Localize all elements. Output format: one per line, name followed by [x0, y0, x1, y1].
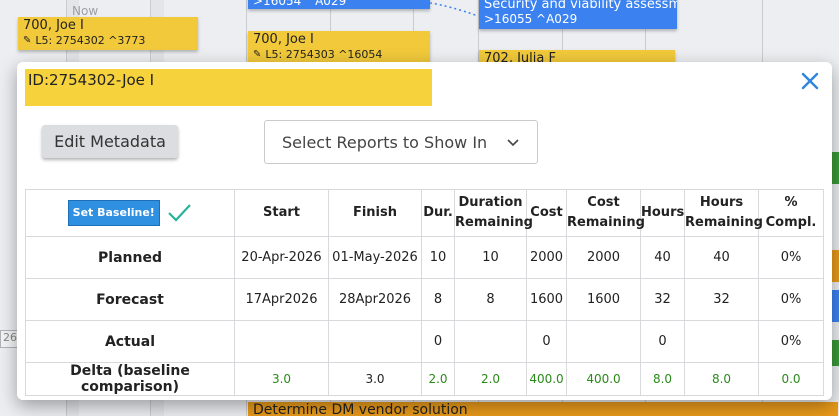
- edit-metadata-button[interactable]: Edit Metadata: [42, 125, 178, 158]
- table-cell: [684, 320, 759, 363]
- select-reports-placeholder: Select Reports to Show In: [282, 132, 488, 152]
- modal-title: ID:2754302-Joe I: [25, 69, 432, 106]
- table-cell: 1600: [566, 278, 641, 321]
- column-header: Hours Remaining: [684, 189, 763, 237]
- chevron-down-icon: [505, 134, 521, 150]
- gantt-bar-label: 700, Joe I: [23, 18, 84, 33]
- edit-icon[interactable]: ✎: [253, 49, 262, 60]
- table-cell: 0%: [758, 278, 824, 321]
- gantt-bar-label: Determine DM vendor solution: [253, 402, 468, 416]
- baseline-table: Set Baseline! Start Finish Dur. Duration…: [25, 189, 824, 396]
- table-row: Forecast 17Apr2026 28Apr2026 8 8 1600 16…: [25, 278, 824, 321]
- table-cell: 20-Apr-2026: [234, 236, 329, 279]
- table-cell: 0: [421, 320, 455, 363]
- gantt-bar-label: Security and viability assessm: [484, 0, 677, 12]
- table-cell: 400.0: [566, 362, 641, 396]
- table-cell: [566, 320, 641, 363]
- gantt-bar-edge: [832, 340, 839, 366]
- table-cell: 400.0: [526, 362, 567, 396]
- row-label: Actual: [25, 320, 235, 363]
- column-header: Dur.: [421, 189, 455, 237]
- row-tag: 26: [0, 330, 20, 348]
- set-baseline-button[interactable]: Set Baseline!: [67, 200, 160, 226]
- column-header: Start: [234, 189, 329, 237]
- table-cell: 01-May-2026: [328, 236, 422, 279]
- gantt-bar[interactable]: 700, Joe I ✎ L5: 2754303 ^16054: [248, 31, 430, 64]
- gantt-bar[interactable]: Determine DM vendor solution: [248, 402, 838, 416]
- table-cell: [234, 320, 329, 363]
- select-reports-dropdown[interactable]: Select Reports to Show In: [264, 120, 538, 164]
- table-cell: 28Apr2026: [328, 278, 422, 321]
- checkmark-icon: [166, 202, 192, 224]
- table-cell: 8: [454, 278, 527, 321]
- dependency-arrow: [430, 2, 479, 17]
- table-cell: 8.0: [640, 362, 685, 396]
- column-header: Cost Remaining: [566, 189, 645, 237]
- column-header: Duration Remaining: [454, 189, 533, 237]
- table-cell: 2000: [526, 236, 567, 279]
- gantt-bar-sublabel: L5: 2754303 ^16054: [265, 48, 383, 61]
- set-baseline-cell: Set Baseline!: [25, 189, 235, 237]
- table-cell: 8.0: [684, 362, 759, 396]
- table-cell: 2.0: [454, 362, 527, 396]
- table-cell: 0: [526, 320, 567, 363]
- gantt-bar-sublabel: L5: 2754302 ^3773: [35, 34, 146, 47]
- table-cell: 40: [640, 236, 685, 279]
- gantt-bar-edge: [832, 250, 839, 282]
- gantt-bar[interactable]: 700, Joe I ✎ L5: 2754302 ^3773: [18, 17, 198, 50]
- table-cell: 0: [640, 320, 685, 363]
- gantt-bar-label: 700, Joe I: [253, 32, 314, 47]
- gantt-bar[interactable]: Security and viability assessm >16055 ^A…: [479, 0, 677, 29]
- table-cell: 2000: [566, 236, 641, 279]
- column-header: Hours: [640, 189, 685, 237]
- table-cell: 17Apr2026: [234, 278, 329, 321]
- row-label: Delta (baseline comparison): [25, 362, 235, 396]
- now-marker-label: Now: [72, 4, 99, 18]
- table-cell: 32: [640, 278, 685, 321]
- table-cell: 1600: [526, 278, 567, 321]
- table-cell: 10: [454, 236, 527, 279]
- table-cell: 0%: [758, 320, 824, 363]
- row-label: Planned: [25, 236, 235, 279]
- table-cell: 32: [684, 278, 759, 321]
- table-cell: 3.0: [234, 362, 329, 396]
- column-header: Finish: [328, 189, 422, 237]
- table-cell: [328, 320, 422, 363]
- table-row: Delta (baseline comparison) 3.0 3.0 2.0 …: [25, 362, 824, 396]
- gantt-bar-edge: [832, 152, 839, 184]
- table-row: Planned 20-Apr-2026 01-May-2026 10 10 20…: [25, 236, 824, 279]
- table-cell: 10: [421, 236, 455, 279]
- table-cell: 2.0: [421, 362, 455, 396]
- task-detail-modal: ID:2754302-Joe I Edit Metadata Select Re…: [17, 62, 832, 400]
- table-cell: 40: [684, 236, 759, 279]
- gantt-bar-label: >16054 ^A029: [253, 0, 347, 8]
- column-header: % Compl.: [758, 189, 824, 237]
- table-row: Actual 0 0 0 0%: [25, 320, 824, 363]
- table-cell: 3.0: [328, 362, 422, 396]
- table-header-row: Set Baseline! Start Finish Dur. Duration…: [25, 189, 824, 237]
- table-cell: [454, 320, 527, 363]
- table-cell: 8: [421, 278, 455, 321]
- edit-icon[interactable]: ✎: [23, 35, 32, 46]
- row-label: Forecast: [25, 278, 235, 321]
- gantt-bar-edge: [832, 290, 839, 322]
- table-cell: 0%: [758, 236, 824, 279]
- table-cell: 0.0: [758, 362, 824, 396]
- gantt-bar[interactable]: >16054 ^A029: [248, 0, 430, 9]
- gantt-bar-sublabel: >16055 ^A029: [484, 12, 578, 26]
- close-icon[interactable]: [799, 70, 821, 92]
